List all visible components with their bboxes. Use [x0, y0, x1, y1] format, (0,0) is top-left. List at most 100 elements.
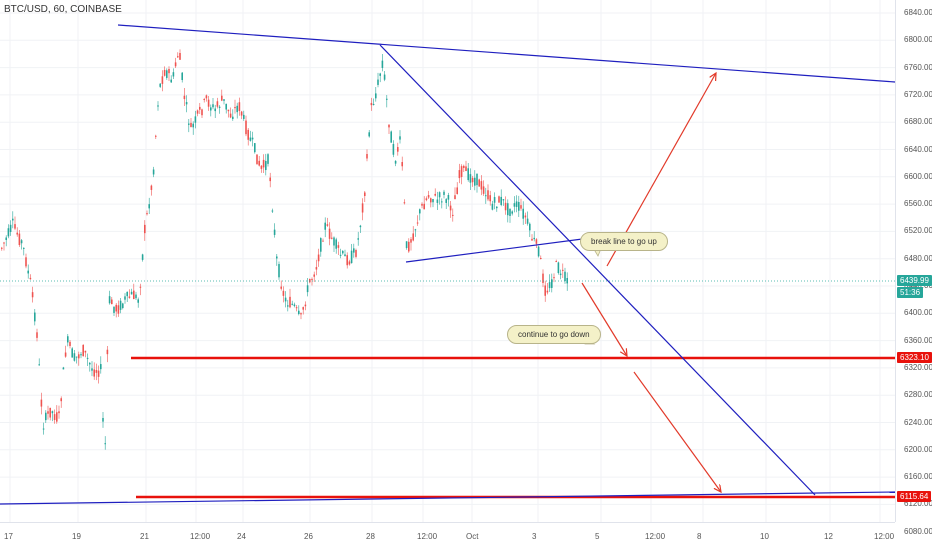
candle-body [284, 297, 287, 302]
candle-body [267, 154, 269, 164]
candle-body [496, 206, 498, 209]
candle-body [221, 95, 223, 101]
candle-body [423, 203, 425, 210]
time-tick: 5 [595, 532, 600, 541]
candle-body [454, 195, 456, 200]
candle-body [502, 199, 505, 201]
candle-body [379, 73, 381, 76]
countdown-badge: 51:36 [897, 287, 924, 298]
candle-body [201, 109, 203, 116]
candle-body [166, 70, 168, 78]
candle-body [42, 428, 45, 430]
candle-body [478, 179, 480, 187]
candle-body [460, 166, 463, 177]
candle-body [14, 224, 16, 229]
callout-break-line[interactable]: break line to go up [580, 232, 668, 251]
candle-body [75, 356, 78, 358]
candle-body [126, 291, 128, 297]
candle-body [12, 218, 14, 221]
candle-body [542, 273, 544, 283]
candle-body [445, 199, 447, 203]
candle-body [291, 303, 293, 305]
descending-trendline[interactable] [379, 44, 816, 496]
lower-trendline[interactable] [0, 491, 896, 505]
candle-body [58, 411, 60, 414]
candle-body [317, 254, 320, 262]
candle-body [370, 102, 373, 106]
candle-body [271, 210, 274, 212]
candle-body [491, 203, 494, 210]
candle-body [465, 166, 467, 172]
arrow-down-1[interactable] [581, 282, 627, 356]
candle-body [383, 74, 386, 80]
candle-body [106, 349, 109, 355]
price-tick: 6120.00 [904, 499, 932, 509]
candle-body [113, 306, 115, 313]
candle-body [304, 304, 307, 307]
symbol-label[interactable]: BTC/USD, 60, COINBASE [4, 4, 122, 15]
candle-body [447, 195, 450, 200]
candle-body [161, 76, 164, 84]
candle-body [449, 205, 452, 211]
price-tick: 6080.00 [904, 526, 932, 536]
candle-body [357, 238, 359, 240]
price-tick: 6720.00 [904, 89, 932, 99]
candle-body [80, 354, 82, 356]
candle-body [366, 154, 368, 159]
candle-body [146, 213, 148, 215]
candle-body [216, 101, 219, 107]
candle-body [500, 196, 502, 205]
candle-body [60, 398, 62, 402]
candle-body [144, 224, 146, 234]
candle-body [135, 294, 137, 299]
candle-body [159, 83, 161, 87]
candle-body [232, 116, 234, 120]
candle-body [128, 296, 131, 298]
candle-body [36, 332, 38, 338]
candle-body [223, 99, 225, 101]
arrow-down-2[interactable] [633, 371, 721, 492]
candle-body [130, 291, 133, 295]
candle-body [537, 246, 540, 257]
candle-body [412, 233, 414, 241]
candle-body [348, 261, 351, 265]
candle-body [119, 300, 122, 310]
level-1-badge: 6323.10 [897, 352, 932, 363]
candle-body [487, 190, 489, 200]
candle-body [91, 368, 93, 371]
candle-body [399, 136, 401, 140]
time-tick: 24 [237, 532, 246, 541]
candle-body [73, 353, 76, 361]
candle-body [111, 299, 113, 305]
candle-body [276, 256, 278, 259]
candle-body [234, 106, 236, 109]
price-axis[interactable]: 6840.00 6800.00 6760.00 6720.00 6680.00 6640.… [895, 0, 932, 536]
candle-body [421, 203, 423, 206]
candle-body [71, 348, 73, 358]
callout-continue-down[interactable]: continue to go down [507, 325, 601, 344]
candle-body [9, 224, 12, 232]
candle-body [262, 159, 265, 168]
candle-body [529, 223, 531, 231]
time-axis[interactable]: 17 19 21 12:00 24 26 28 12:00 Oct 3 5 12:00 8 10 12 12:… [0, 522, 895, 551]
candle-body [456, 187, 458, 194]
support-trendline[interactable] [405, 237, 591, 263]
candle-body [394, 160, 397, 164]
candle-body [375, 93, 377, 99]
candle-body [89, 362, 91, 365]
candle-body [243, 114, 245, 119]
candle-body [388, 124, 390, 128]
candle-body [298, 310, 300, 315]
time-tick: 19 [72, 532, 81, 541]
time-tick: 12:00 [417, 532, 438, 541]
gridlines [0, 0, 895, 533]
upper-trendline[interactable] [117, 24, 896, 83]
candle-body [361, 203, 364, 213]
candle-body [300, 313, 302, 315]
level-2-badge: 6115.64 [897, 491, 932, 502]
candle-body [78, 354, 80, 359]
price-tick: 6360.00 [904, 335, 932, 345]
candle-body [471, 177, 474, 183]
